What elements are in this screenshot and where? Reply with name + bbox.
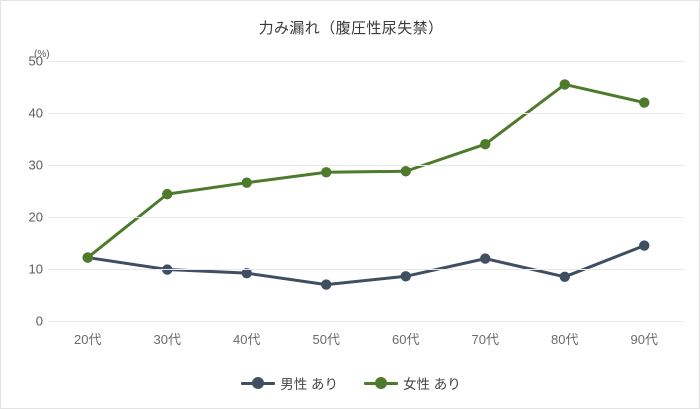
x-axis-tick-label: 30代 (153, 332, 181, 347)
legend-item[interactable]: 女性 あり (364, 373, 461, 393)
x-axis-tick-label: 60代 (392, 332, 420, 347)
legend-label: 男性 あり (280, 377, 338, 392)
legend-label: 女性 あり (403, 377, 461, 392)
gridline (48, 269, 684, 270)
y-axis-unit-label: (%) (34, 49, 50, 60)
chart-lines (82, 79, 650, 290)
series-line (82, 79, 650, 263)
legend-marker-icon (364, 377, 398, 389)
data-point-marker (162, 188, 173, 200)
data-point-marker (639, 97, 650, 108)
data-point-marker (559, 271, 570, 282)
y-axis-tick-label: 40 (28, 105, 43, 121)
series-line (82, 240, 650, 290)
x-axis-tick-label: 70代 (471, 332, 499, 347)
chart-title: 力み漏れ（腹圧性尿失禁） (258, 20, 444, 37)
data-point-marker (321, 167, 332, 178)
legend-marker-icon (241, 377, 276, 389)
y-axis-tick-label: 10 (28, 261, 43, 277)
gridline (48, 61, 684, 62)
data-point-marker (321, 279, 332, 290)
x-axis: 20代 30代 40代 50代 60代 70代 80代 90代 (48, 329, 684, 353)
x-axis-tick-label: 40代 (233, 332, 261, 347)
y-axis-tick-label: 30 (28, 157, 43, 173)
y-axis-tick-label: 0 (35, 313, 43, 329)
data-point-marker (639, 240, 650, 251)
series-polyline (86, 244, 646, 287)
data-point-marker (480, 139, 491, 150)
gridline (48, 217, 684, 218)
data-point-marker (559, 79, 570, 90)
data-point-marker (480, 253, 491, 264)
gridline (48, 321, 684, 322)
x-axis-tick-label: 80代 (551, 332, 579, 347)
x-axis-tick-label: 20代 (74, 332, 102, 347)
data-point-marker (400, 271, 411, 282)
gridline (48, 165, 684, 166)
y-axis-tick-label: 50 (28, 53, 43, 69)
chart-legend: 男性 あり 女性 あり (1, 373, 699, 393)
gridline (48, 113, 684, 114)
x-axis-tick-label: 50代 (312, 332, 340, 347)
data-point-marker (241, 267, 252, 279)
data-point-marker (241, 177, 252, 188)
legend-item[interactable]: 男性 あり (241, 373, 338, 393)
series-polyline (86, 82, 646, 260)
data-point-marker (82, 252, 93, 263)
y-axis: 0 10 20 30 40 50 (1, 54, 43, 329)
y-axis-tick-label: 20 (28, 209, 43, 225)
data-point-marker (400, 166, 411, 177)
x-axis-tick-label: 90代 (630, 332, 658, 347)
plot-area (48, 61, 684, 322)
